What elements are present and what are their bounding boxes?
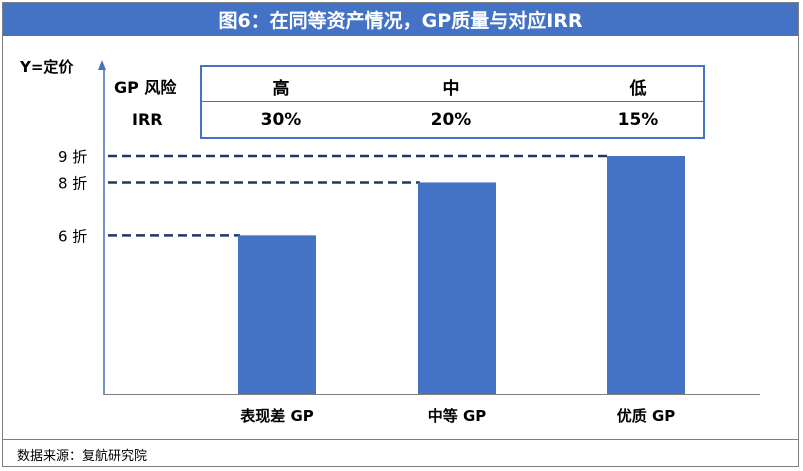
source-note: 数据来源：复航研究院: [3, 439, 798, 464]
value-label-2: 8 折: [58, 174, 87, 192]
chart-frame: [2, 2, 799, 467]
value-label-1: 6 折: [58, 227, 87, 245]
row-label-gp-risk: GP 风险: [114, 78, 177, 97]
bar-3: [607, 156, 685, 394]
row-label-irr: IRR: [132, 110, 163, 129]
bar-2: [418, 182, 496, 394]
irr-low: 15%: [617, 110, 659, 130]
value-label-3: 9 折: [58, 148, 87, 166]
table-divider: [202, 101, 703, 102]
y-axis-arrow-icon: [98, 60, 106, 70]
category-label-2: 中等 GP: [428, 407, 487, 425]
chart-title: 图6：在同等资产情况，GP质量与对应IRR: [3, 3, 798, 36]
irr-mid: 20%: [430, 110, 472, 130]
y-axis-label: Y=定价: [20, 58, 74, 76]
risk-low: 低: [629, 79, 647, 99]
risk-high: 高: [272, 79, 290, 99]
irr-high: 30%: [260, 110, 302, 130]
risk-irr-table: [200, 65, 705, 139]
bar-1: [238, 235, 316, 394]
category-label-3: 优质 GP: [617, 407, 676, 425]
category-label-1: 表现差 GP: [240, 407, 314, 425]
risk-mid: 中: [442, 79, 460, 99]
